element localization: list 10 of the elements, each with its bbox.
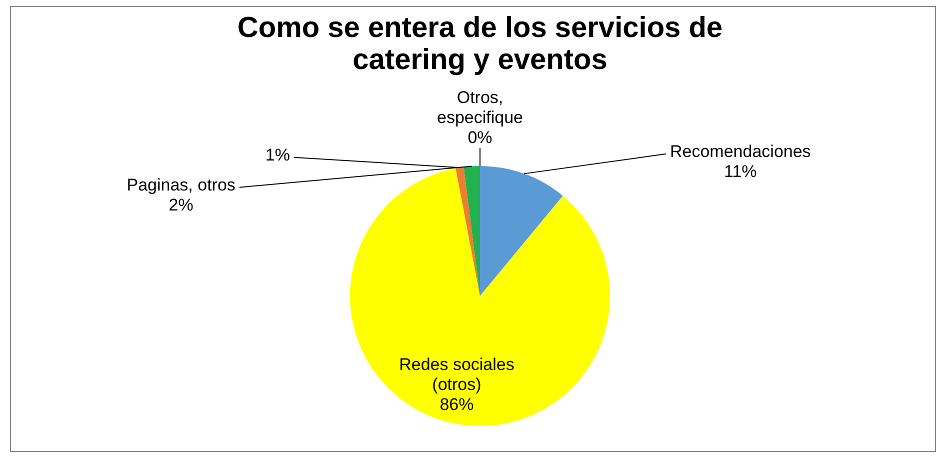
text: 0% [468,128,492,148]
data-label: 1% [265,146,290,165]
data-label: 2% [168,196,194,215]
data-label: 11% [724,162,757,182]
slice-label: Redes sociales (otros) [399,354,514,394]
category-label: Otros, especifique [436,88,524,128]
chart-title: Como se entera de los servicios de catering y eventos [236,12,724,76]
slice-label: Paginas, otros [126,176,236,195]
data-label: 86% [440,394,474,414]
slice-label: Recomendaciones [670,142,811,162]
